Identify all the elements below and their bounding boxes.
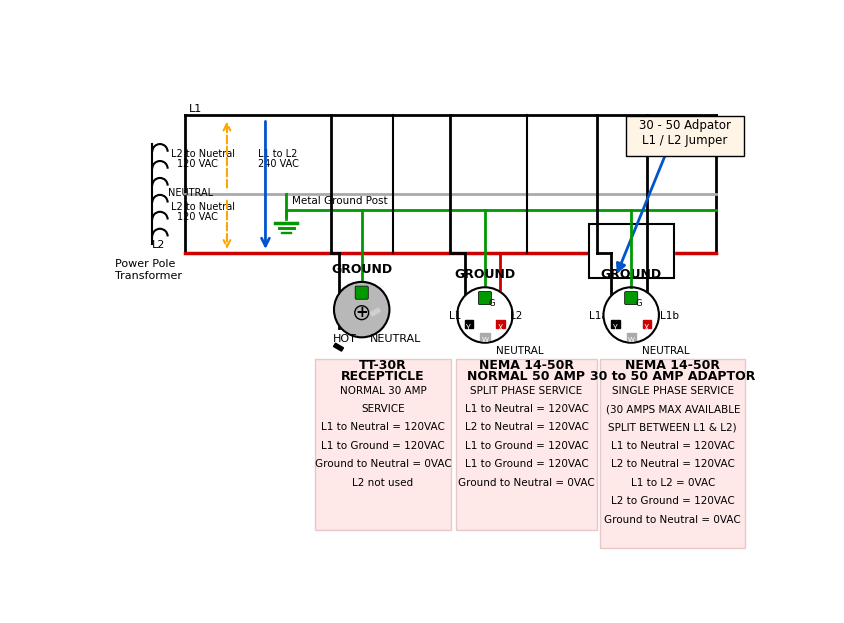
Text: L1: L1 xyxy=(450,311,462,321)
Bar xyxy=(465,320,473,328)
Text: G: G xyxy=(635,299,641,308)
Text: NEUTRAL: NEUTRAL xyxy=(495,346,544,356)
FancyBboxPatch shape xyxy=(355,286,368,299)
Text: +: + xyxy=(355,305,368,320)
Text: L1 to Ground = 120VAC: L1 to Ground = 120VAC xyxy=(464,441,588,451)
Text: NEUTRAL: NEUTRAL xyxy=(642,346,690,356)
Text: W: W xyxy=(481,336,489,343)
Text: NEMA 14-50R: NEMA 14-50R xyxy=(479,359,574,372)
Text: (30 AMPS MAX AVAILABLE: (30 AMPS MAX AVAILABLE xyxy=(605,404,740,414)
FancyBboxPatch shape xyxy=(625,116,744,156)
Text: X: X xyxy=(498,325,503,333)
Text: 120 VAC: 120 VAC xyxy=(177,159,218,169)
Text: GROUND: GROUND xyxy=(454,268,516,281)
Bar xyxy=(371,308,381,316)
Text: L1b: L1b xyxy=(661,311,679,321)
Text: Y: Y xyxy=(613,325,617,333)
Text: 120 VAC: 120 VAC xyxy=(177,212,218,222)
Text: HOT: HOT xyxy=(333,334,356,344)
Text: X: X xyxy=(644,325,649,333)
Text: 30 to 50 AMP ADAPTOR: 30 to 50 AMP ADAPTOR xyxy=(590,371,755,383)
Text: NEMA 14-50R: NEMA 14-50R xyxy=(625,359,720,372)
Text: L2 to Nuetral: L2 to Nuetral xyxy=(170,201,235,212)
FancyBboxPatch shape xyxy=(479,292,491,305)
Text: Ground to Neutral = 0VAC: Ground to Neutral = 0VAC xyxy=(315,459,452,470)
Text: RECEPTICLE: RECEPTICLE xyxy=(341,371,425,383)
Text: NEUTRAL: NEUTRAL xyxy=(168,188,213,197)
Text: L2: L2 xyxy=(510,311,522,321)
Text: 30 - 50 Adpator: 30 - 50 Adpator xyxy=(639,120,731,133)
Text: L1 to Ground = 120VAC: L1 to Ground = 120VAC xyxy=(321,441,445,451)
Bar xyxy=(333,343,344,351)
Bar xyxy=(643,320,652,328)
FancyBboxPatch shape xyxy=(457,359,597,530)
Text: L2 to Nuetral: L2 to Nuetral xyxy=(170,149,235,159)
Text: GROUND: GROUND xyxy=(601,268,662,281)
Text: Y: Y xyxy=(467,325,471,333)
Text: L1 to L2 = 0VAC: L1 to L2 = 0VAC xyxy=(630,478,715,488)
Text: SINGLE PHASE SERVICE: SINGLE PHASE SERVICE xyxy=(612,386,733,396)
Text: G: G xyxy=(489,299,495,308)
FancyBboxPatch shape xyxy=(315,359,451,530)
Text: Ground to Neutral = 0VAC: Ground to Neutral = 0VAC xyxy=(604,515,741,525)
Text: 240 VAC: 240 VAC xyxy=(257,159,299,169)
Text: L1 to Ground = 120VAC: L1 to Ground = 120VAC xyxy=(464,459,588,470)
Bar xyxy=(589,224,674,278)
Text: Metal Ground Post: Metal Ground Post xyxy=(292,196,388,206)
Text: L2 to Neutral = 120VAC: L2 to Neutral = 120VAC xyxy=(611,459,735,470)
Text: L1 to Neutral = 120VAC: L1 to Neutral = 120VAC xyxy=(321,422,445,432)
Bar xyxy=(626,333,636,340)
FancyBboxPatch shape xyxy=(625,292,638,305)
FancyBboxPatch shape xyxy=(600,359,745,548)
Text: L1 / L2 Jumper: L1 / L2 Jumper xyxy=(642,134,728,147)
Text: L2 to Ground = 120VAC: L2 to Ground = 120VAC xyxy=(611,497,734,506)
Bar xyxy=(496,320,505,328)
Text: SERVICE: SERVICE xyxy=(361,404,404,414)
Text: L1: L1 xyxy=(188,103,202,114)
Text: L1 to Neutral = 120VAC: L1 to Neutral = 120VAC xyxy=(464,404,588,414)
Text: L2 not used: L2 not used xyxy=(352,478,414,488)
Text: NEUTRAL: NEUTRAL xyxy=(370,334,421,344)
Text: Ground to Neutral = 0VAC: Ground to Neutral = 0VAC xyxy=(458,478,595,488)
Text: TT-30R: TT-30R xyxy=(359,359,407,372)
Circle shape xyxy=(457,287,512,343)
Text: GROUND: GROUND xyxy=(331,263,392,275)
Text: W: W xyxy=(628,336,635,343)
Text: L1a: L1a xyxy=(589,311,608,321)
Text: L2: L2 xyxy=(152,240,165,250)
Text: Power Pole: Power Pole xyxy=(116,259,176,269)
Circle shape xyxy=(334,282,389,337)
Text: L1 to Neutral = 120VAC: L1 to Neutral = 120VAC xyxy=(611,441,735,451)
Text: L1 to L2: L1 to L2 xyxy=(257,149,297,159)
Text: L2 to Neutral = 120VAC: L2 to Neutral = 120VAC xyxy=(464,422,588,432)
Bar xyxy=(480,333,490,340)
Circle shape xyxy=(603,287,659,343)
Bar xyxy=(611,320,619,328)
Text: SPLIT PHASE SERVICE: SPLIT PHASE SERVICE xyxy=(470,386,582,396)
Text: Transformer: Transformer xyxy=(116,271,182,281)
Text: NORMAL 30 AMP: NORMAL 30 AMP xyxy=(339,386,426,396)
Bar xyxy=(589,224,674,278)
Text: SPLIT BETWEEN L1 & L2): SPLIT BETWEEN L1 & L2) xyxy=(609,422,737,432)
Text: NORMAL 50 AMP: NORMAL 50 AMP xyxy=(468,371,586,383)
